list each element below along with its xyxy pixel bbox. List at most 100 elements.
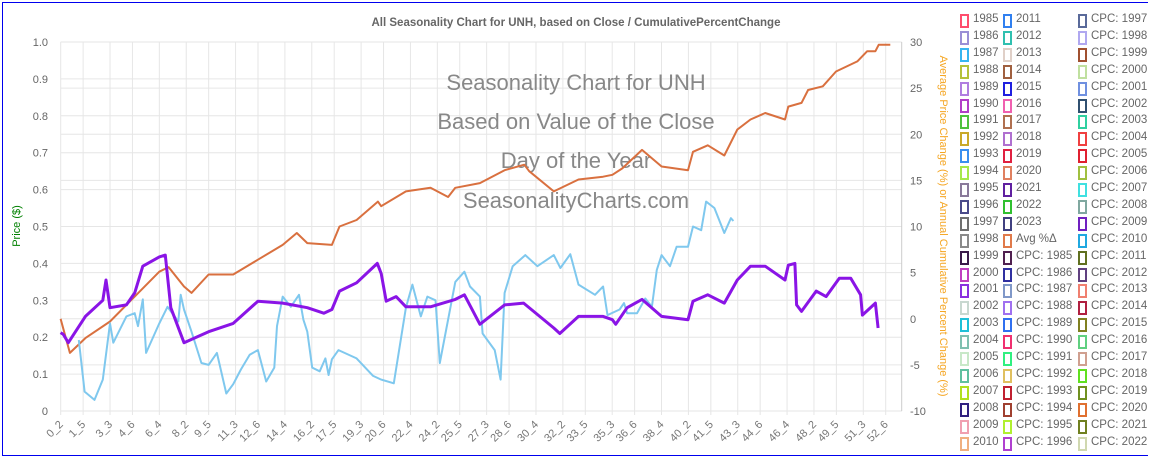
legend-label: CPC: 2014	[1091, 300, 1148, 313]
legend-swatch	[1003, 132, 1012, 147]
legend-label: CPC: 2016	[1091, 334, 1148, 347]
legend-swatch	[1003, 166, 1012, 181]
x-tick-label: 27_3	[466, 419, 492, 445]
legend-label: 2016	[1016, 97, 1042, 110]
x-tick-label: 16_2	[291, 419, 317, 445]
legend-swatch	[1078, 115, 1087, 130]
legend-swatch	[1078, 267, 1087, 282]
legend-swatch	[1003, 284, 1012, 299]
legend-swatch	[1003, 318, 1012, 333]
series-line-avg-pct-change	[59, 43, 891, 354]
legend-label: 2008	[973, 401, 999, 414]
legend-swatch	[960, 64, 969, 79]
watermark-line-2: Based on Value of the Close	[437, 109, 714, 134]
x-tick-label: 17_5	[314, 419, 340, 445]
legend-swatch	[1078, 98, 1087, 113]
legend-swatch	[960, 115, 969, 130]
legend-swatch	[1078, 335, 1087, 350]
legend-label: 2006	[973, 367, 999, 380]
legend-swatch	[1003, 352, 1012, 366]
legend-swatch	[1078, 14, 1087, 28]
x-tick-label: 41_5	[690, 419, 716, 445]
legend-label: 1993	[973, 148, 999, 161]
legend-label: CPC: 2003	[1091, 114, 1148, 127]
x-tick-label: 1_5	[67, 419, 88, 440]
legend-swatch	[960, 402, 969, 417]
x-tick-label: 4_6	[116, 419, 137, 440]
right-tick-label: -10	[910, 406, 926, 418]
x-tick-label: 20_6	[363, 419, 389, 445]
legend-swatch	[1078, 436, 1087, 451]
x-tick-label: 0_2	[44, 419, 65, 440]
x-tick-label: 49_5	[816, 419, 842, 445]
legend-label: 2000	[973, 266, 999, 279]
legend-swatch	[960, 352, 969, 366]
left-axis-label: Price ($)	[11, 205, 23, 247]
chart-title: All Seasonality Chart for UNH, based on …	[372, 17, 781, 29]
legend-swatch	[1078, 419, 1087, 434]
legend-label: CPC: 2019	[1091, 384, 1148, 397]
legend-swatch	[960, 216, 969, 231]
legend-swatch	[1078, 368, 1087, 383]
x-tick-label: 3_3	[94, 419, 115, 440]
legend-swatch	[960, 419, 969, 434]
legend-swatch	[1078, 250, 1087, 265]
legend-swatch	[960, 284, 969, 299]
x-tick-label: 46_4	[766, 419, 792, 445]
x-tick-label: 32_2	[542, 419, 568, 445]
legend-swatch	[1003, 250, 1012, 265]
legend-label: CPC: 1998	[1091, 29, 1148, 42]
legend-swatch	[1078, 132, 1087, 147]
x-tick-label: 19_3	[340, 419, 366, 445]
left-tick-label: 0.4	[33, 258, 48, 270]
right-tick-label: 10	[910, 222, 922, 234]
legend-label: 2001	[973, 283, 999, 296]
legend-label: CPC: 1996	[1016, 435, 1073, 448]
left-tick-label: 0.2	[33, 332, 48, 344]
left-tick-label: 0.5	[33, 222, 48, 234]
legend-swatch	[960, 183, 969, 197]
legend-swatch	[1078, 233, 1087, 248]
legend-swatch	[960, 335, 969, 350]
legend-label: 2010	[973, 435, 999, 448]
legend-swatch	[960, 14, 969, 28]
legend-label: CPC: 1995	[1016, 418, 1073, 431]
right-tick-label: 25	[910, 83, 922, 95]
legend-label: 2014	[1016, 63, 1042, 76]
legend-swatch	[1003, 47, 1012, 62]
legend-swatch	[1003, 115, 1012, 130]
legend-swatch	[1078, 284, 1087, 299]
legend-swatch	[1078, 30, 1087, 45]
legend-label: CPC: 2001	[1091, 80, 1148, 93]
watermark-line-1: Seasonality Chart for UNH	[446, 70, 705, 95]
right-tick-label: -5	[910, 360, 920, 372]
legend-swatch	[1078, 64, 1087, 79]
legend-label: 2004	[973, 334, 999, 347]
legend-swatch	[1078, 47, 1087, 62]
legend-swatch	[1003, 81, 1012, 96]
legend-swatch	[1078, 183, 1087, 197]
legend-label: CPC: 2017	[1091, 351, 1148, 363]
legend-swatch	[1078, 301, 1087, 316]
legend-label: 1991	[973, 114, 999, 127]
legend-label: CPC: 2013	[1091, 283, 1148, 296]
legend-swatch	[1003, 216, 1012, 231]
frame-border	[2, 2, 1148, 456]
legend-swatch	[960, 301, 969, 316]
legend-swatch	[1003, 402, 1012, 417]
right-tick-label: 5	[910, 268, 916, 280]
x-tick-label: 14_4	[264, 419, 290, 445]
legend-swatch	[1003, 267, 1012, 282]
series-line-year-2	[59, 253, 880, 345]
legend-swatch	[960, 98, 969, 113]
legend-label: CPC: 1992	[1016, 367, 1073, 380]
series-line-year-1	[77, 200, 735, 401]
x-tick-label: 35_3	[592, 419, 618, 445]
legend-swatch	[1003, 30, 1012, 45]
x-tick-label: 36_6	[614, 419, 640, 445]
x-tick-label: 9_5	[192, 419, 213, 440]
legend-label: 1992	[973, 131, 999, 144]
legend-label: 1996	[973, 198, 999, 211]
